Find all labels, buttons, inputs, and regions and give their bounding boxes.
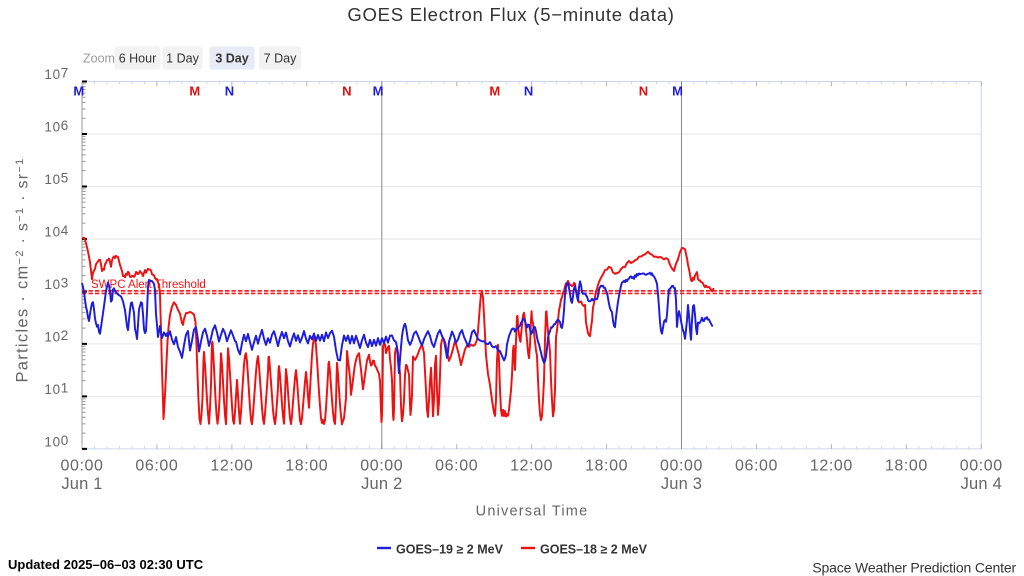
svg-text:M: M	[672, 84, 683, 99]
svg-text:100: 100	[44, 433, 69, 449]
svg-text:104: 104	[44, 223, 69, 239]
svg-text:103: 103	[44, 276, 69, 292]
svg-text:1 Day: 1 Day	[166, 52, 199, 66]
svg-text:12:00: 12:00	[210, 458, 253, 475]
svg-text:M: M	[189, 84, 200, 99]
svg-text:M: M	[73, 84, 84, 99]
svg-text:00:00: 00:00	[360, 458, 403, 475]
svg-text:Zoom: Zoom	[83, 52, 115, 66]
svg-text:Universal Time: Universal Time	[476, 504, 589, 520]
svg-text:M: M	[489, 84, 500, 99]
svg-text:101: 101	[44, 381, 69, 397]
svg-text:106: 106	[44, 118, 69, 134]
svg-text:Jun 1: Jun 1	[61, 475, 102, 493]
svg-text:Jun 4: Jun 4	[961, 475, 1002, 493]
svg-text:102: 102	[44, 328, 69, 344]
svg-text:GOES Electron Flux (5−minute d: GOES Electron Flux (5−minute data)	[347, 4, 674, 25]
svg-text:12:00: 12:00	[810, 458, 853, 475]
svg-text:N: N	[524, 84, 533, 99]
svg-text:GOES–18 ≥ 2 MeV: GOES–18 ≥ 2 MeV	[540, 542, 648, 556]
svg-text:18:00: 18:00	[285, 458, 328, 475]
svg-text:107: 107	[44, 66, 69, 82]
svg-text:105: 105	[44, 171, 69, 187]
svg-text:06:00: 06:00	[735, 458, 778, 475]
svg-text:Jun 3: Jun 3	[661, 475, 702, 493]
svg-text:18:00: 18:00	[585, 458, 628, 475]
svg-text:06:00: 06:00	[435, 458, 478, 475]
svg-text:M: M	[373, 84, 384, 99]
svg-text:Space Weather Prediction Cente: Space Weather Prediction Center	[812, 560, 1016, 576]
svg-text:00:00: 00:00	[660, 458, 703, 475]
svg-text:N: N	[225, 84, 234, 99]
svg-text:00:00: 00:00	[960, 458, 1003, 475]
svg-text:12:00: 12:00	[510, 458, 553, 475]
svg-text:6 Hour: 6 Hour	[119, 52, 157, 66]
svg-text:N: N	[639, 84, 648, 99]
svg-text:18:00: 18:00	[885, 458, 928, 475]
svg-text:Particles · cm−2 · s−1 · sr−1: Particles · cm−2 · s−1 · sr−1	[14, 157, 32, 382]
svg-text:Updated 2025–06–03 02:30 UTC: Updated 2025–06–03 02:30 UTC	[8, 557, 204, 572]
svg-text:3 Day: 3 Day	[215, 52, 248, 66]
svg-text:N: N	[342, 84, 351, 99]
svg-text:Jun 2: Jun 2	[361, 475, 402, 493]
svg-text:00:00: 00:00	[60, 458, 103, 475]
svg-text:06:00: 06:00	[135, 458, 178, 475]
svg-text:7 Day: 7 Day	[264, 52, 297, 66]
svg-text:GOES–19 ≥ 2 MeV: GOES–19 ≥ 2 MeV	[396, 542, 504, 556]
